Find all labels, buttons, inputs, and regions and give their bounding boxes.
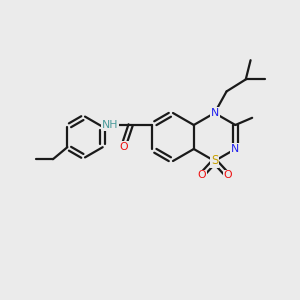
Text: NH: NH	[102, 120, 119, 130]
Text: O: O	[224, 170, 232, 180]
Text: N: N	[231, 144, 239, 154]
Text: O: O	[197, 170, 206, 180]
Text: S: S	[211, 154, 218, 167]
Text: N: N	[210, 108, 219, 118]
Text: O: O	[119, 142, 128, 152]
